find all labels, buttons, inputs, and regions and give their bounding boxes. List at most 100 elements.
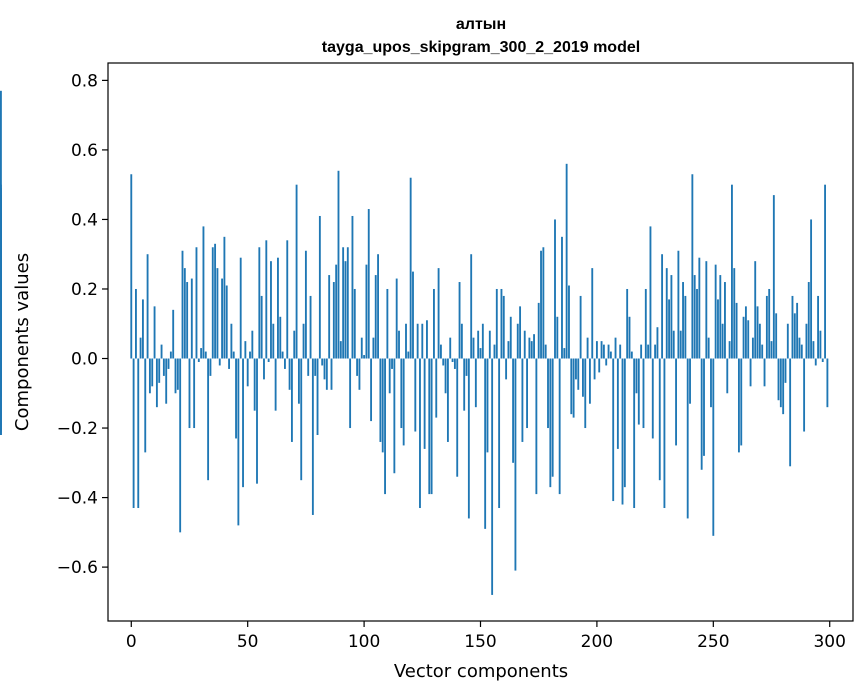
bar-250 xyxy=(712,358,715,536)
bar-48 xyxy=(242,358,244,488)
bar-241 xyxy=(691,174,694,359)
bar-212 xyxy=(623,358,626,488)
bar-6 xyxy=(144,358,147,453)
bar-171 xyxy=(528,337,531,359)
bar-138 xyxy=(451,358,454,362)
bar-141 xyxy=(458,282,461,359)
bar-159 xyxy=(500,288,503,359)
bar-270 xyxy=(758,323,761,359)
bar-103 xyxy=(370,358,373,422)
bar-230 xyxy=(665,268,668,359)
x-tick-label: 50 xyxy=(237,632,259,652)
bar-282 xyxy=(786,323,789,359)
bar-102 xyxy=(367,209,370,359)
bar-123 xyxy=(416,323,419,359)
bar-281 xyxy=(784,358,787,383)
bar-214 xyxy=(628,316,631,359)
bar-189 xyxy=(570,358,573,415)
bar-24 xyxy=(186,282,189,359)
bar-154 xyxy=(488,330,491,359)
bar-219 xyxy=(640,344,643,359)
bar-174 xyxy=(535,358,538,495)
bar-216 xyxy=(633,358,636,509)
bar-0 xyxy=(130,174,133,359)
plot-frame xyxy=(107,62,854,622)
bar-62 xyxy=(274,358,277,411)
bar-100 xyxy=(363,355,366,359)
y-tick-label: −0.6 xyxy=(57,558,98,578)
bar-233 xyxy=(672,330,675,359)
bar-220 xyxy=(642,358,645,429)
bar-160 xyxy=(502,295,505,359)
bar-82 xyxy=(321,358,324,366)
bar-64 xyxy=(279,316,282,359)
bar-17 xyxy=(169,351,172,359)
y-axis-ticks: −0.6 −0.4 −0.2 0.0 0.2 0.4 0.6 0.8 xyxy=(57,71,108,578)
bar-undefined xyxy=(0,268,2,359)
bar-44 xyxy=(232,351,235,359)
bar-106 xyxy=(377,254,379,359)
bar-259 xyxy=(733,268,736,359)
chart-title: алтын xyxy=(456,16,506,33)
bar-116 xyxy=(400,358,403,429)
bar-292 xyxy=(810,219,813,359)
bar-142 xyxy=(460,323,463,359)
bar-29 xyxy=(197,358,200,362)
bar-35 xyxy=(211,247,214,359)
bar-11 xyxy=(155,358,158,408)
bar-143 xyxy=(463,358,466,411)
bar-277 xyxy=(775,313,778,359)
bar-36 xyxy=(214,243,217,359)
bar-235 xyxy=(677,250,680,359)
bar-156 xyxy=(493,344,496,359)
bar-88 xyxy=(335,264,338,359)
bar-73 xyxy=(300,358,303,481)
x-tick-label: 300 xyxy=(813,632,845,652)
bar-12 xyxy=(158,358,161,383)
bar-118 xyxy=(405,323,407,359)
bar-225 xyxy=(654,344,657,359)
bar-59 xyxy=(267,358,270,362)
bar-144 xyxy=(465,358,468,376)
bar-58 xyxy=(265,240,268,359)
bar-125 xyxy=(421,323,424,359)
bar-78 xyxy=(311,358,314,515)
bar-179 xyxy=(547,358,549,429)
bar-46 xyxy=(237,358,240,526)
bar-283 xyxy=(789,358,792,467)
bar-107 xyxy=(379,358,382,442)
bar-93 xyxy=(346,247,349,359)
x-tick-label: 150 xyxy=(464,632,496,652)
bar-13 xyxy=(160,344,163,359)
bar-152 xyxy=(484,358,487,529)
bar-128 xyxy=(428,358,431,495)
bar-280 xyxy=(782,358,785,415)
bar-37 xyxy=(216,268,219,359)
bar-150 xyxy=(479,348,482,359)
bar-74 xyxy=(302,323,305,359)
bar-66 xyxy=(284,358,286,369)
x-tick-label: 0 xyxy=(126,632,137,652)
bar-262 xyxy=(740,358,743,446)
bar-190 xyxy=(572,358,575,418)
bar-269 xyxy=(756,306,759,359)
bar-87 xyxy=(332,282,335,359)
bar-210 xyxy=(619,344,622,359)
bar-208 xyxy=(614,337,617,359)
x-tick-label: 100 xyxy=(348,632,380,652)
bar-253 xyxy=(719,275,722,359)
bar-191 xyxy=(575,358,577,380)
bar-257 xyxy=(728,341,731,359)
bar-54 xyxy=(256,358,258,484)
bar-217 xyxy=(635,358,638,394)
bar-21 xyxy=(179,358,182,533)
bar-50 xyxy=(246,358,249,387)
bar-291 xyxy=(807,282,810,359)
bar-203 xyxy=(602,344,605,359)
bar-170 xyxy=(526,358,528,429)
bar-207 xyxy=(612,358,615,502)
bar-173 xyxy=(533,334,535,359)
y-tick-label: 0.0 xyxy=(71,350,98,370)
bar-5 xyxy=(141,299,144,359)
